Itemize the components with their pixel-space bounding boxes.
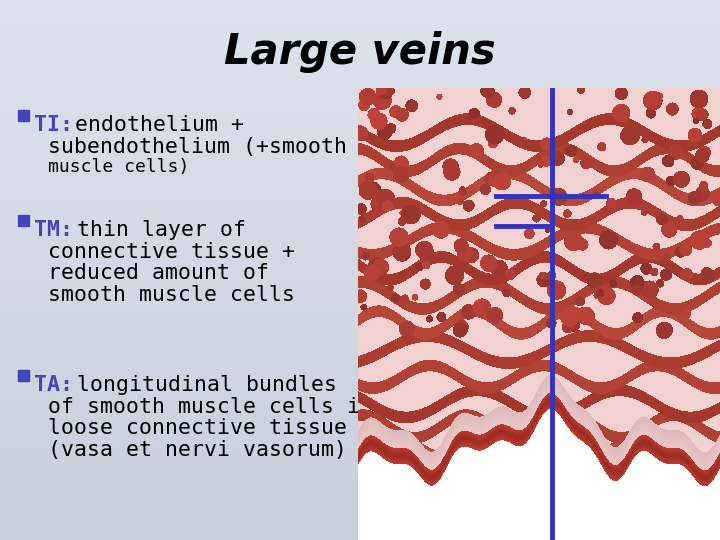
Text: endothelium +: endothelium +	[62, 115, 244, 135]
Text: loose connective tissue: loose connective tissue	[48, 418, 347, 438]
Text: connective tissue +: connective tissue +	[48, 242, 295, 262]
Bar	[18, 370, 29, 381]
Text: TA:: TA:	[34, 375, 73, 395]
Text: muscle cells): muscle cells)	[48, 158, 189, 177]
Text: subendothelium (+smooth: subendothelium (+smooth	[48, 137, 347, 157]
Text: thin layer of: thin layer of	[64, 220, 246, 240]
Text: of smooth muscle cells in: of smooth muscle cells in	[48, 397, 373, 417]
Bar	[18, 215, 29, 226]
Text: Large veins: Large veins	[224, 31, 496, 73]
Text: smooth muscle cells: smooth muscle cells	[48, 285, 295, 305]
Bar	[18, 110, 29, 121]
Text: longitudinal bundles: longitudinal bundles	[64, 375, 337, 395]
Text: TM:: TM:	[34, 220, 73, 240]
Text: (vasa et nervi vasorum): (vasa et nervi vasorum)	[48, 440, 347, 460]
Text: TI:: TI:	[34, 115, 73, 135]
Text: reduced amount of: reduced amount of	[48, 264, 269, 284]
